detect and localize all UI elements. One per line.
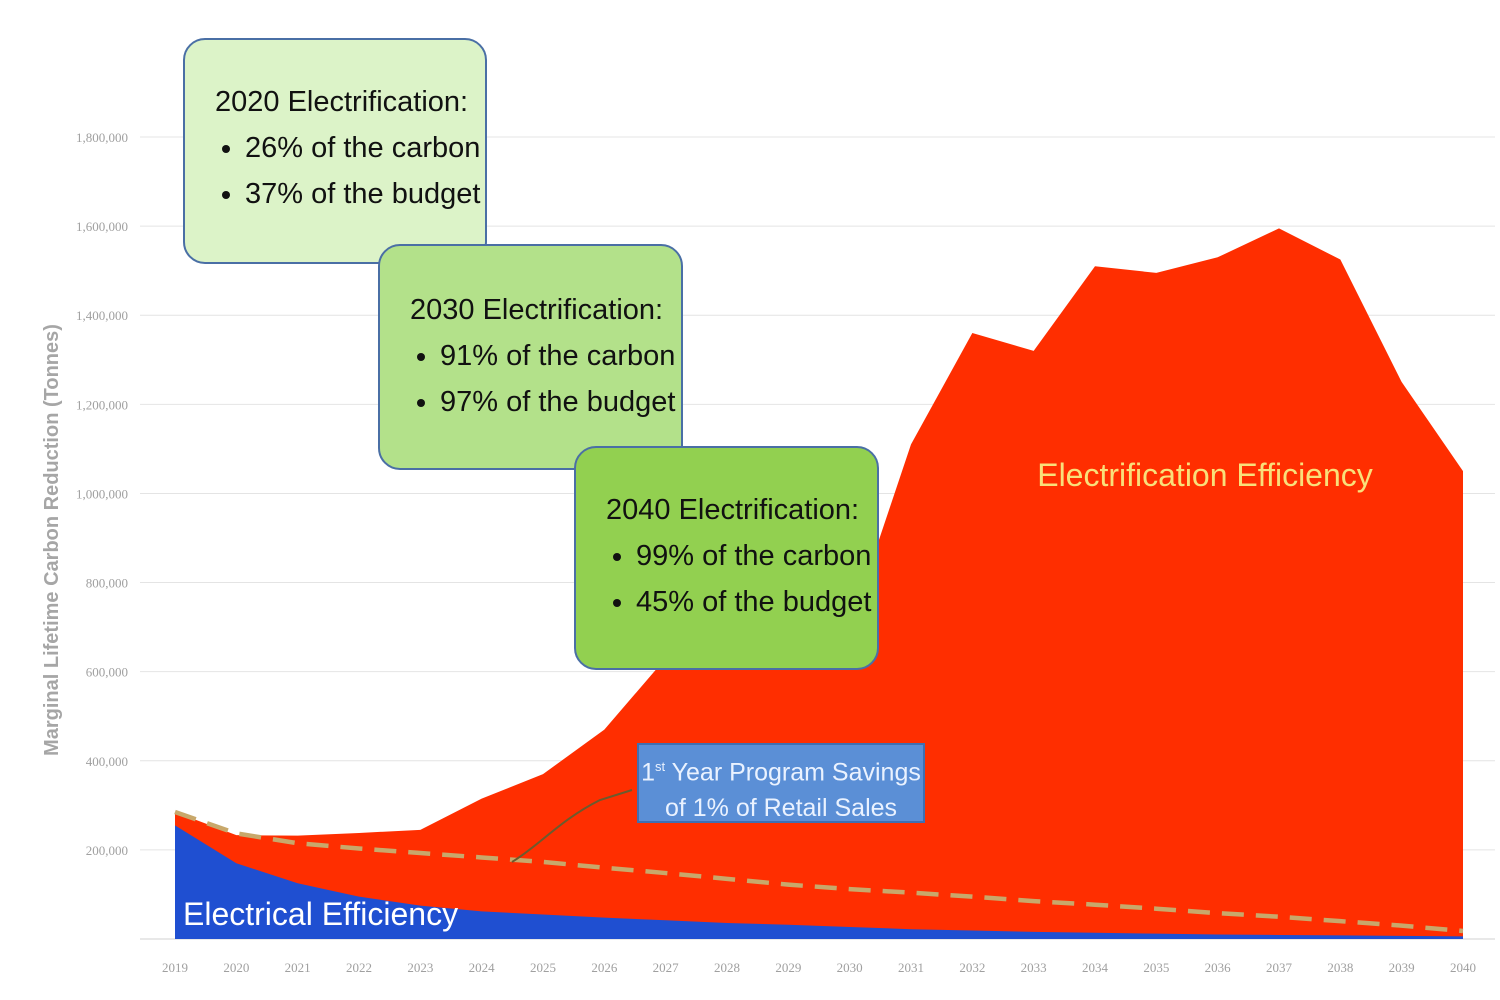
note-line1: Year Program Savings bbox=[665, 758, 921, 787]
x-tick-label: 2032 bbox=[959, 960, 985, 975]
electrical-efficiency-area bbox=[175, 825, 1463, 939]
x-tick-label: 2038 bbox=[1327, 960, 1353, 975]
y-tick-label: 600,000 bbox=[86, 665, 128, 680]
x-tick-label: 2030 bbox=[837, 960, 863, 975]
callout-2030: 2030 Electrification: 91% of the carbon … bbox=[378, 244, 683, 470]
callout-2020-bullet: 37% of the budget bbox=[245, 171, 480, 217]
x-tick-label: 2039 bbox=[1389, 960, 1415, 975]
x-tick-labels: 2019 2020 2021 2022 2023 2024 2025 2026 2027 2028… bbox=[162, 960, 1476, 975]
dashed-line-layer bbox=[174, 809, 1464, 934]
x-tick-label: 2026 bbox=[591, 960, 618, 975]
x-tick-label: 2020 bbox=[223, 960, 249, 975]
x-tick-label: 2037 bbox=[1266, 960, 1293, 975]
y-tick-label: 1,400,000 bbox=[76, 308, 128, 323]
note-superscript: st bbox=[655, 759, 666, 774]
x-tick-label: 2023 bbox=[407, 960, 433, 975]
callout-2040-title: 2040 Electrification: bbox=[606, 494, 860, 526]
x-tick-label: 2035 bbox=[1143, 960, 1169, 975]
x-tick-label: 2027 bbox=[653, 960, 680, 975]
x-tick-label: 2034 bbox=[1082, 960, 1109, 975]
electrification-efficiency-area bbox=[175, 228, 1463, 940]
note-line2: of 1% of Retail Sales bbox=[664, 794, 898, 823]
callout-2030-title: 2030 Electrification: bbox=[410, 294, 664, 326]
program-savings-dashed-line bbox=[174, 809, 1464, 934]
callout-2040-bullet: 45% of the budget bbox=[636, 579, 871, 625]
y-tick-label: 800,000 bbox=[86, 576, 128, 591]
callout-2020-title: 2020 Electrification: bbox=[215, 86, 469, 118]
note-leader-line bbox=[511, 789, 633, 863]
x-tick-label: 2033 bbox=[1021, 960, 1047, 975]
y-tick-label: 200,000 bbox=[86, 843, 128, 858]
y-tick-labels: 200,000 400,000 600,000 800,000 1,000,000 1,2… bbox=[76, 130, 128, 858]
x-tick-label: 2040 bbox=[1450, 960, 1476, 975]
electrification-efficiency-label: Electrification Efficiency bbox=[1037, 457, 1373, 493]
x-tick-label: 2025 bbox=[530, 960, 556, 975]
x-tick-label: 2029 bbox=[775, 960, 801, 975]
leader-layer bbox=[511, 789, 633, 863]
x-tick-label: 2028 bbox=[714, 960, 740, 975]
callout-2030-bullet: 91% of the carbon bbox=[440, 333, 675, 379]
y-axis-label: Marginal Lifetime Carbon Reduction (Tonn… bbox=[41, 324, 63, 756]
x-tick-label: 2031 bbox=[898, 960, 924, 975]
callout-2040: 2040 Electrification: 99% of the carbon … bbox=[574, 446, 879, 670]
callout-2020-bullet: 26% of the carbon bbox=[245, 125, 480, 171]
x-tick-label: 2036 bbox=[1205, 960, 1232, 975]
areas bbox=[175, 228, 1463, 940]
y-tick-label: 1,600,000 bbox=[76, 219, 128, 234]
x-tick-label: 2021 bbox=[285, 960, 311, 975]
y-tick-label: 1,000,000 bbox=[76, 486, 128, 501]
y-tick-label: 400,000 bbox=[86, 754, 128, 769]
callout-2020: 2020 Electrification: 26% of the carbon … bbox=[183, 38, 487, 264]
note-number: 1 bbox=[641, 758, 656, 787]
y-tick-label: 1,200,000 bbox=[76, 397, 128, 412]
x-tick-label: 2022 bbox=[346, 960, 372, 975]
program-savings-note: 1st Year Program Savings of 1% of Retail… bbox=[637, 743, 925, 823]
electrical-efficiency-label: Electrical Efficiency bbox=[183, 896, 458, 932]
x-tick-label: 2024 bbox=[469, 960, 496, 975]
callout-2040-bullet: 99% of the carbon bbox=[636, 533, 871, 579]
callout-2030-bullet: 97% of the budget bbox=[440, 379, 675, 425]
x-tick-label: 2019 bbox=[162, 960, 188, 975]
y-tick-label: 1,800,000 bbox=[76, 130, 128, 145]
